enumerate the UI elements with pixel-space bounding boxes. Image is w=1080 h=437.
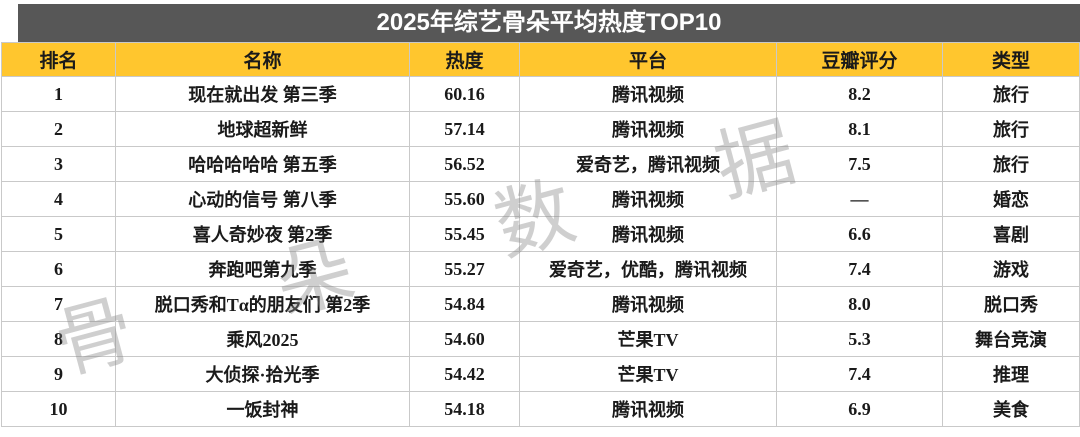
cell-douban: — — [776, 181, 943, 217]
cell-platform: 腾讯视频 — [519, 181, 777, 217]
cell-platform: 芒果TV — [519, 356, 777, 392]
col-header-platform: 平台 — [519, 42, 777, 77]
cell-type: 脱口秀 — [942, 286, 1080, 322]
cell-rank: 2 — [1, 111, 116, 147]
cell-heat: 55.45 — [409, 216, 520, 252]
cell-rank: 1 — [1, 76, 116, 112]
cell-rank: 5 — [1, 216, 116, 252]
cell-platform: 爱奇艺，优酷，腾讯视频 — [519, 251, 777, 287]
table-row: 10 一饭封神 54.18 腾讯视频 6.9 美食 — [1, 391, 1080, 427]
cell-name: 现在就出发 第三季 — [115, 76, 410, 112]
cell-name: 喜人奇妙夜 第2季 — [115, 216, 410, 252]
table-row: 5 喜人奇妙夜 第2季 55.45 腾讯视频 6.6 喜剧 — [1, 216, 1080, 252]
page-title: 2025年综艺骨朵平均热度TOP10 — [18, 4, 1080, 42]
cell-rank: 6 — [1, 251, 116, 287]
cell-platform: 腾讯视频 — [519, 111, 777, 147]
cell-douban: 8.1 — [776, 111, 943, 147]
col-header-douban: 豆瓣评分 — [776, 42, 943, 77]
cell-rank: 3 — [1, 146, 116, 182]
table-row: 3 哈哈哈哈哈 第五季 56.52 爱奇艺，腾讯视频 7.5 旅行 — [1, 146, 1080, 182]
cell-name: 脱口秀和Tα的朋友们 第2季 — [115, 286, 410, 322]
cell-name: 心动的信号 第八季 — [115, 181, 410, 217]
cell-type: 旅行 — [942, 111, 1080, 147]
cell-heat: 55.60 — [409, 181, 520, 217]
cell-name: 哈哈哈哈哈 第五季 — [115, 146, 410, 182]
cell-type: 舞台竞演 — [942, 321, 1080, 357]
cell-rank: 8 — [1, 321, 116, 357]
table-header-row: 排名 名称 热度 平台 豆瓣评分 类型 — [1, 42, 1080, 77]
table-row: 9 大侦探·拾光季 54.42 芒果TV 7.4 推理 — [1, 356, 1080, 392]
table-row: 8 乘风2025 54.60 芒果TV 5.3 舞台竞演 — [1, 321, 1080, 357]
table-row: 7 脱口秀和Tα的朋友们 第2季 54.84 腾讯视频 8.0 脱口秀 — [1, 286, 1080, 322]
cell-platform: 腾讯视频 — [519, 216, 777, 252]
cell-type: 游戏 — [942, 251, 1080, 287]
cell-heat: 60.16 — [409, 76, 520, 112]
cell-rank: 9 — [1, 356, 116, 392]
cell-heat: 55.27 — [409, 251, 520, 287]
cell-type: 美食 — [942, 391, 1080, 427]
cell-rank: 4 — [1, 181, 116, 217]
cell-douban: 7.5 — [776, 146, 943, 182]
cell-platform: 芒果TV — [519, 321, 777, 357]
cell-douban: 6.6 — [776, 216, 943, 252]
cell-heat: 54.60 — [409, 321, 520, 357]
table-row: 1 现在就出发 第三季 60.16 腾讯视频 8.2 旅行 — [1, 76, 1080, 112]
cell-type: 喜剧 — [942, 216, 1080, 252]
cell-heat: 54.18 — [409, 391, 520, 427]
col-header-heat: 热度 — [409, 42, 520, 77]
cell-name: 乘风2025 — [115, 321, 410, 357]
col-header-type: 类型 — [942, 42, 1080, 77]
cell-rank: 10 — [1, 391, 116, 427]
cell-heat: 54.84 — [409, 286, 520, 322]
col-header-name: 名称 — [115, 42, 410, 77]
cell-type: 婚恋 — [942, 181, 1080, 217]
cell-douban: 7.4 — [776, 356, 943, 392]
cell-name: 大侦探·拾光季 — [115, 356, 410, 392]
cell-name: 地球超新鲜 — [115, 111, 410, 147]
cell-platform: 爱奇艺，腾讯视频 — [519, 146, 777, 182]
cell-heat: 54.42 — [409, 356, 520, 392]
cell-heat: 56.52 — [409, 146, 520, 182]
cell-douban: 8.0 — [776, 286, 943, 322]
ranking-table: 排名 名称 热度 平台 豆瓣评分 类型 1 现在就出发 第三季 60.16 腾讯… — [1, 42, 1080, 427]
cell-name: 一饭封神 — [115, 391, 410, 427]
cell-name: 奔跑吧第九季 — [115, 251, 410, 287]
table-row: 2 地球超新鲜 57.14 腾讯视频 8.1 旅行 — [1, 111, 1080, 147]
cell-douban: 5.3 — [776, 321, 943, 357]
cell-platform: 腾讯视频 — [519, 76, 777, 112]
cell-type: 旅行 — [942, 146, 1080, 182]
table-row: 4 心动的信号 第八季 55.60 腾讯视频 — 婚恋 — [1, 181, 1080, 217]
cell-douban: 8.2 — [776, 76, 943, 112]
col-header-rank: 排名 — [1, 42, 116, 77]
cell-douban: 7.4 — [776, 251, 943, 287]
cell-type: 推理 — [942, 356, 1080, 392]
cell-type: 旅行 — [942, 76, 1080, 112]
cell-heat: 57.14 — [409, 111, 520, 147]
cell-douban: 6.9 — [776, 391, 943, 427]
table-row: 6 奔跑吧第九季 55.27 爱奇艺，优酷，腾讯视频 7.4 游戏 — [1, 251, 1080, 287]
cell-platform: 腾讯视频 — [519, 391, 777, 427]
cell-rank: 7 — [1, 286, 116, 322]
cell-platform: 腾讯视频 — [519, 286, 777, 322]
